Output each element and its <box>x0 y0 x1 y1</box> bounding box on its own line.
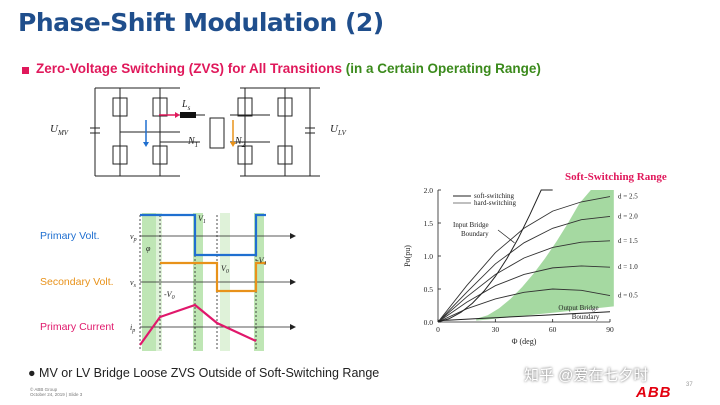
u-mv-label: UMV <box>50 123 69 137</box>
y-tick-label: 0.0 <box>424 318 434 327</box>
v0-label: V0 <box>221 264 229 275</box>
minus-v1-label: -V1 <box>256 256 267 267</box>
annotation-input-boundary: Input Bridge Boundary <box>453 221 489 238</box>
watermark: 知乎 @爱在七夕时 <box>524 367 649 384</box>
phase-shift-waveforms: Primary Volt. Secondary Volt. Primary Cu… <box>40 213 296 351</box>
inductor <box>180 112 196 118</box>
annotation-output-boundary: Output Bridge Boundary <box>558 304 599 321</box>
page-number: 37 <box>686 382 693 388</box>
vp-symbol: vp <box>130 232 137 243</box>
footer: © ABB Group October 24, 2019 | Slide 3 <box>30 387 82 397</box>
y-tick-label: 2.0 <box>424 186 434 195</box>
soft-switching-region <box>476 190 614 321</box>
subtitle: Zero-Voltage Switching (ZVS) for All Tra… <box>36 61 541 76</box>
bullet-point: ● MV or LV Bridge Loose ZVS Outside of S… <box>28 366 380 380</box>
x-tick-label: 60 <box>549 325 557 334</box>
series-label: d = 2.5 <box>618 193 638 201</box>
x-axis-label: Φ (deg) <box>512 337 537 346</box>
n1-label: N1 <box>187 136 198 149</box>
soft-switching-chart: 0.0 0.5 1.0 1.5 2.0 0 30 60 90 d = 0.5 d = 1.0 d = … <box>403 171 667 346</box>
subtitle-main: Zero-Voltage Switching (ZVS) for All Tra… <box>36 61 343 76</box>
legend-soft-label: soft-switching <box>474 192 515 200</box>
series-line <box>437 240 611 323</box>
subtitle-range: (in a Certain Operating Range) <box>345 61 541 76</box>
ls-label: Ls <box>181 99 191 112</box>
input-boundary-line <box>437 189 553 323</box>
u-lv-label: ULV <box>330 123 347 137</box>
minus-v0-label: -V0 <box>164 290 175 301</box>
series-line <box>437 265 611 323</box>
secondary-volt-label: Secondary Volt. <box>40 276 114 288</box>
annotation-arrow <box>497 229 515 244</box>
dab-circuit-schematic: UMV ULV Ls N1 N2 <box>50 87 347 177</box>
y-tick-label: 0.5 <box>424 285 434 294</box>
primary-current-label: Primary Current <box>40 321 114 333</box>
y-tick-label: 1.5 <box>424 219 434 228</box>
subtitle-bullet-square <box>22 67 29 74</box>
series-line <box>437 196 611 323</box>
series-label: d = 2.0 <box>618 212 638 220</box>
page-title: Phase-Shift Modulation (2) <box>18 8 384 37</box>
y-axis-label: Po(pu) <box>403 245 412 267</box>
x-tick-label: 0 <box>436 325 440 334</box>
chart-title: Soft-Switching Range <box>565 171 667 183</box>
secondary-volt-trace <box>160 261 266 293</box>
primary-volt-label: Primary Volt. <box>40 230 100 242</box>
series-line <box>437 215 611 323</box>
ip-symbol: ip <box>130 323 135 334</box>
vs-symbol: vs <box>130 278 137 289</box>
footer-line1: © ABB Group <box>30 387 58 392</box>
legend-hard-label: hard-switching <box>474 199 516 207</box>
y-tick-label: 1.0 <box>424 252 434 261</box>
x-tick-label: 90 <box>606 325 614 334</box>
n2-label: N2 <box>234 136 246 149</box>
series-label: d = 0.5 <box>618 292 638 300</box>
bullet-text: MV or LV Bridge Loose ZVS Outside of Sof… <box>39 366 380 380</box>
phi-symbol: φ <box>146 244 151 253</box>
primary-current-trace <box>139 303 257 346</box>
footer-line2: October 24, 2019 | Slide 3 <box>30 392 83 397</box>
primary-volt-trace <box>140 213 266 257</box>
output-boundary-line <box>437 311 611 322</box>
v1-label: V1 <box>198 214 206 225</box>
abb-logo: ABB <box>636 384 672 401</box>
series-label: d = 1.0 <box>618 263 638 271</box>
x-tick-label: 30 <box>492 325 500 334</box>
series-label: d = 1.5 <box>618 237 638 245</box>
series-line <box>437 288 611 323</box>
